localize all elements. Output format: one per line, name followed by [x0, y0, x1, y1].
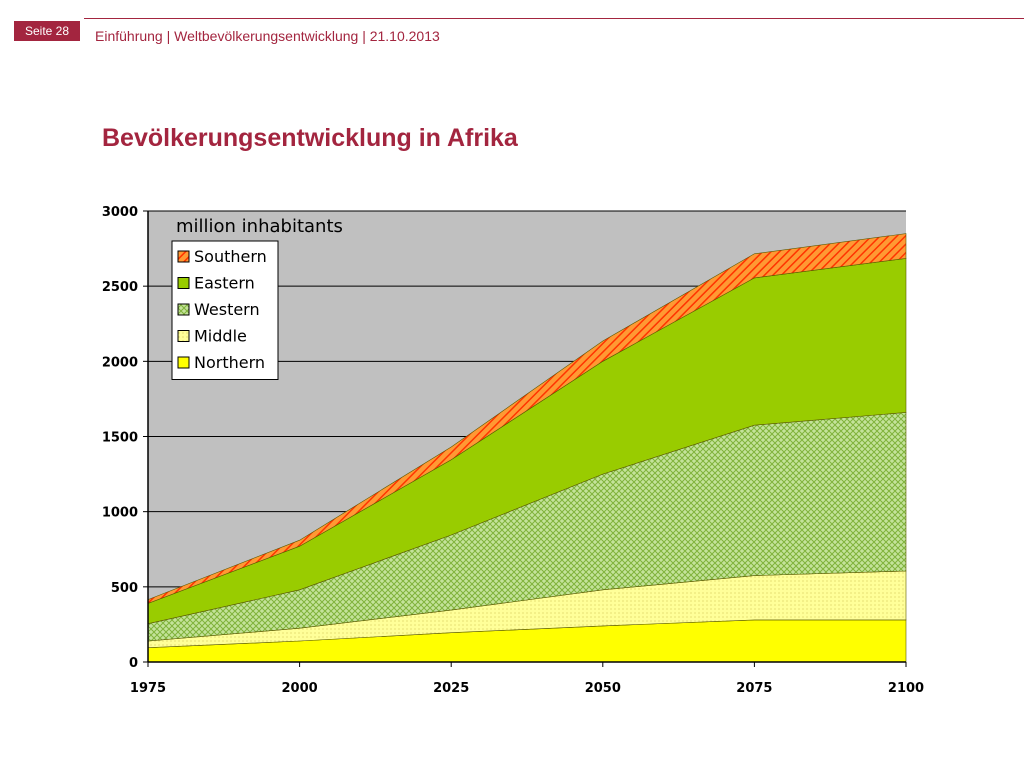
legend-swatch-western: [177, 303, 190, 316]
legend-label-southern: Southern: [194, 247, 267, 266]
area-series-group: [147, 233, 907, 663]
y-tick-label-1000: 1000: [102, 506, 138, 521]
x-tick-label-2075: 2075: [736, 681, 772, 696]
x-tick-label-2025: 2025: [433, 681, 469, 696]
y-tick-label-2500: 2500: [102, 280, 138, 295]
legend-swatch-eastern: [177, 277, 190, 289]
y-tick-label-3000: 3000: [102, 205, 138, 220]
legend-label-western: Western: [194, 300, 260, 319]
chart-container: 0 500 1000 1500 2000 2500 3000 1975 2000 2025 2050…: [70, 188, 950, 708]
legend-swatch-southern: [177, 250, 190, 263]
slide-title: Bevölkerungsentwicklung in Afrika: [102, 124, 518, 152]
legend-label-middle: Middle: [194, 327, 247, 346]
y-tick-label-0: 0: [129, 656, 138, 671]
legend-label-northern: Northern: [194, 353, 265, 372]
unit-label: million inhabitants: [176, 216, 343, 237]
legend-swatch-middle: [177, 330, 190, 342]
x-tick-label-1975: 1975: [130, 681, 166, 696]
page-number-badge: Seite 28: [14, 21, 80, 41]
x-tick-label-2000: 2000: [282, 681, 318, 696]
legend-swatch-northern: [177, 356, 190, 369]
legend-label-eastern: Eastern: [194, 274, 255, 293]
y-tick-label-1500: 1500: [102, 431, 138, 446]
legend: Southern Eastern Western Middle Northern: [171, 240, 279, 380]
area-southern: [147, 233, 907, 604]
header-rule: [84, 18, 1024, 19]
y-tick-label-500: 500: [111, 581, 138, 596]
x-tick-label-2100: 2100: [888, 681, 924, 696]
y-tick-label-2000: 2000: [102, 355, 138, 370]
x-tick-label-2050: 2050: [585, 681, 621, 696]
axes: 0 500 1000 1500 2000 2500 3000 1975 2000 2025 2050…: [102, 205, 924, 696]
stacked-area-chart: 0 500 1000 1500 2000 2500 3000 1975 2000 2025 2050…: [102, 205, 924, 696]
breadcrumb: Einführung | Weltbevölkerungsentwicklung…: [95, 28, 440, 44]
legend-box: [171, 240, 279, 380]
